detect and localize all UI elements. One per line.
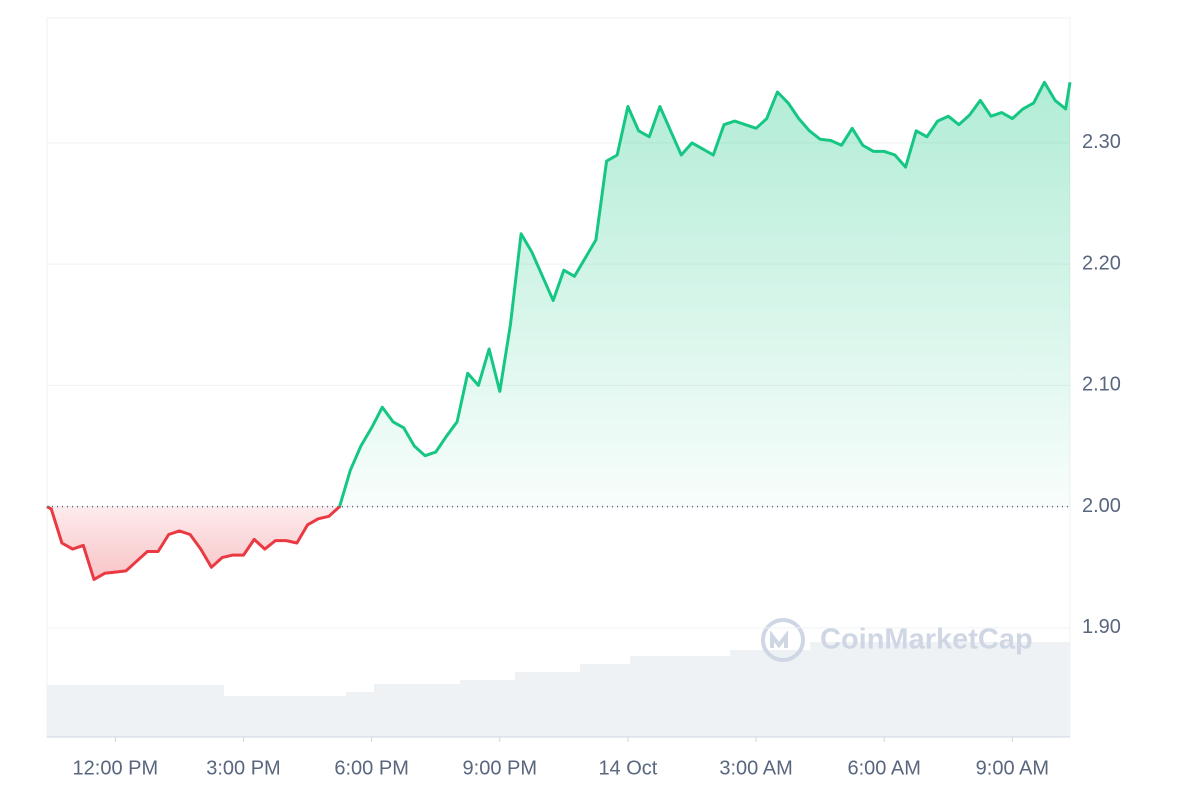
x-tick-label: 6:00 AM (847, 757, 920, 779)
x-tick-label: 6:00 PM (334, 757, 408, 779)
x-tick-label: 14 Oct (598, 757, 657, 779)
x-tick-label: 9:00 AM (976, 757, 1049, 779)
watermark: CoinMarketCap (820, 624, 1033, 656)
x-tick-label: 3:00 PM (206, 757, 280, 779)
y-tick-label: 1.90 (1082, 616, 1121, 638)
y-tick-label: 2.20 (1082, 252, 1121, 274)
price-area (47, 82, 1070, 580)
y-tick-label: 2.30 (1082, 131, 1121, 153)
x-tick-label: 9:00 PM (463, 757, 537, 779)
price-line (46, 80, 1072, 581)
watermark-logo (761, 618, 805, 662)
y-tick-label: 2.00 (1082, 495, 1121, 517)
x-tick-label: 3:00 AM (719, 757, 792, 779)
y-tick-label: 2.10 (1082, 374, 1121, 396)
x-tick-label: 12:00 PM (73, 757, 159, 779)
volume-area (47, 642, 1070, 737)
